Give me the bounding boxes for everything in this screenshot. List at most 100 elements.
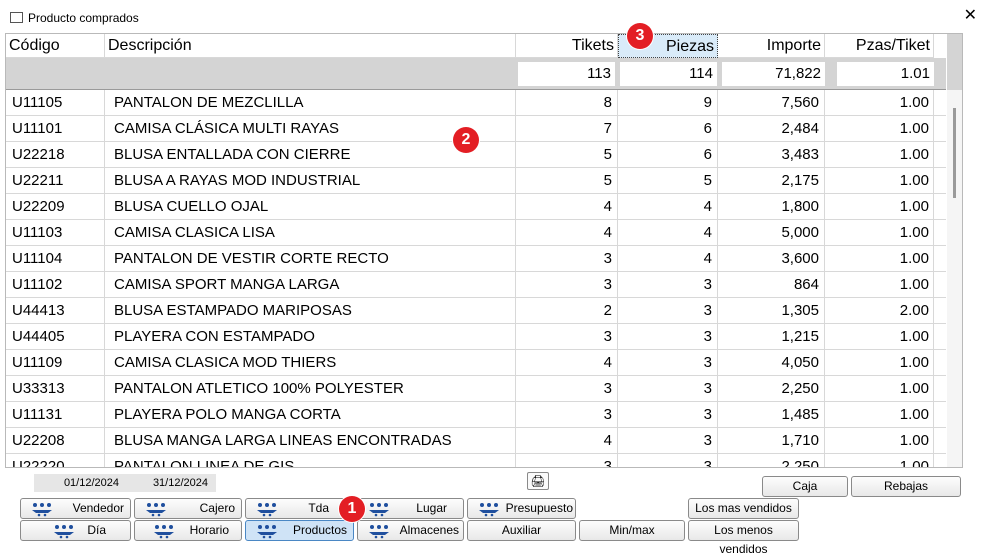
cell-codigo: U11109 [6, 350, 105, 376]
column-header-tikets[interactable]: Tikets [516, 34, 618, 58]
cell-pzas-tiket: 1.00 [825, 246, 934, 272]
close-icon[interactable]: ✕ [963, 7, 977, 24]
table-row[interactable]: U33313 PANTALON ATLETICO 100% POLYESTER 3 3… [6, 376, 946, 402]
cell-pzas-tiket: 1.00 [825, 116, 934, 142]
cell-codigo: U11103 [6, 220, 105, 246]
table-row[interactable]: U11109 CAMISA CLASICA MOD THIERS 4 3 4,050 1.… [6, 350, 946, 376]
cajero-button[interactable]: Cajero [134, 498, 242, 519]
minmax-button[interactable]: Min/max [579, 520, 685, 541]
cell-pzas-tiket: 1.00 [825, 454, 934, 467]
cell-descripcion: CAMISA CLÁSICA MULTI RAYAS [105, 116, 516, 142]
caja-button[interactable]: Caja [762, 476, 848, 497]
dia-button[interactable]: Día [20, 520, 131, 541]
table-row[interactable]: U22211 BLUSA A RAYAS MOD INDUSTRIAL 5 5 2,17… [6, 168, 946, 194]
table-row[interactable]: U11131 PLAYERA POLO MANGA CORTA 3 3 1,485 1.0… [6, 402, 946, 428]
column-header-codigo[interactable]: Código [6, 34, 105, 58]
cell-descripcion: CAMISA SPORT MANGA LARGA [105, 272, 516, 298]
total-pzas-tiket: 1.01 [837, 62, 934, 86]
products-grid: Código Descripción Tikets Piezas Importe… [5, 33, 963, 468]
filter-people-icon [53, 523, 75, 539]
date-from[interactable]: 01/12/2024 [34, 474, 127, 492]
cell-piezas: 3 [618, 272, 718, 298]
cell-descripcion: BLUSA MANGA LARGA LINEAS ENCONTRADAS [105, 428, 516, 454]
cell-tikets: 4 [516, 194, 618, 220]
cell-importe: 3,600 [718, 246, 825, 272]
cell-descripcion: BLUSA ENTALLADA CON CIERRE [105, 142, 516, 168]
menos-vendidos-button[interactable]: Los menos vendidos [688, 520, 799, 556]
vendedor-button[interactable]: Vendedor [20, 498, 131, 519]
cell-codigo: U33313 [6, 376, 105, 402]
vertical-scrollbar[interactable] [947, 90, 962, 467]
cell-importe: 1,800 [718, 194, 825, 220]
table-row[interactable]: U22218 BLUSA ENTALLADA CON CIERRE 5 6 3,483 1… [6, 142, 946, 168]
table-row[interactable]: U44405 PLAYERA CON ESTAMPADO 3 3 1,215 1.00 [6, 324, 946, 350]
presupuesto-button[interactable]: Presupuesto [467, 498, 576, 519]
table-row[interactable]: U22209 BLUSA CUELLO OJAL 4 4 1,800 1.00 [6, 194, 946, 220]
cell-piezas: 3 [618, 402, 718, 428]
table-row[interactable]: U11105 PANTALON DE MEZCLILLA 8 9 7,560 1.00 [6, 90, 946, 116]
cell-piezas: 3 [618, 428, 718, 454]
filter-people-icon [31, 501, 53, 517]
cell-codigo: U22211 [6, 168, 105, 194]
productos-button[interactable]: Productos [245, 520, 354, 541]
cell-pzas-tiket: 1.00 [825, 350, 934, 376]
table-row[interactable]: U11103 CAMISA CLASICA LISA 4 4 5,000 1.00 [6, 220, 946, 246]
scrollbar-header-area [947, 34, 962, 90]
cell-pzas-tiket: 1.00 [825, 402, 934, 428]
cell-tikets: 7 [516, 116, 618, 142]
callout-badge-2: 2 [453, 127, 479, 153]
column-header-descripcion[interactable]: Descripción [105, 34, 516, 58]
cell-piezas: 5 [618, 168, 718, 194]
tda-button[interactable]: Tda [245, 498, 354, 519]
column-header-importe[interactable]: Importe [718, 34, 825, 58]
cell-tikets: 4 [516, 428, 618, 454]
date-to[interactable]: 31/12/2024 [123, 474, 216, 492]
cell-tikets: 5 [516, 142, 618, 168]
cell-descripcion: CAMISA CLASICA MOD THIERS [105, 350, 516, 376]
cell-pzas-tiket: 1.00 [825, 220, 934, 246]
cell-tikets: 3 [516, 246, 618, 272]
table-row[interactable]: U22208 BLUSA MANGA LARGA LINEAS ENCONTRAD… [6, 428, 946, 454]
total-piezas: 114 [620, 62, 717, 86]
cell-importe: 5,000 [718, 220, 825, 246]
table-row[interactable]: U11104 PANTALON DE VESTIR CORTE RECTO 3 4 3,… [6, 246, 946, 272]
table-row[interactable]: U22220 PANTALON LINEA DE GIS 3 3 2,250 1.00 [6, 454, 946, 467]
cell-importe: 2,250 [718, 454, 825, 467]
rebajas-button[interactable]: Rebajas [851, 476, 961, 497]
cell-codigo: U11104 [6, 246, 105, 272]
cell-codigo: U11101 [6, 116, 105, 142]
cell-piezas: 3 [618, 350, 718, 376]
printer-icon[interactable]: 🖨 [527, 472, 549, 490]
cell-codigo: U22208 [6, 428, 105, 454]
scrollbar-thumb[interactable] [953, 108, 956, 198]
cell-piezas: 3 [618, 454, 718, 467]
cell-descripcion: BLUSA ESTAMPADO MARIPOSAS [105, 298, 516, 324]
total-importe: 71,822 [722, 62, 825, 86]
table-row[interactable]: U11102 CAMISA SPORT MANGA LARGA 3 3 864 1.00 [6, 272, 946, 298]
auxiliar-button[interactable]: Auxiliar [467, 520, 576, 541]
cell-codigo: U11102 [6, 272, 105, 298]
cell-pzas-tiket: 2.00 [825, 298, 934, 324]
cell-pzas-tiket: 1.00 [825, 272, 934, 298]
cell-piezas: 3 [618, 376, 718, 402]
cell-importe: 3,483 [718, 142, 825, 168]
window-title: Producto comprados [28, 11, 139, 25]
column-header-pzas-tiket[interactable]: Pzas/Tiket [825, 34, 934, 58]
lugar-button[interactable]: Lugar [357, 498, 464, 519]
cell-importe: 7,560 [718, 90, 825, 116]
table-row[interactable]: U44413 BLUSA ESTAMPADO MARIPOSAS 2 3 1,305 2.… [6, 298, 946, 324]
almacenes-button[interactable]: Almacenes [357, 520, 464, 541]
cell-importe: 1,215 [718, 324, 825, 350]
cell-tikets: 2 [516, 298, 618, 324]
cell-piezas: 4 [618, 220, 718, 246]
cell-tikets: 3 [516, 376, 618, 402]
cell-descripcion: PANTALON ATLETICO 100% POLYESTER [105, 376, 516, 402]
cell-codigo: U44413 [6, 298, 105, 324]
cell-tikets: 8 [516, 90, 618, 116]
cell-codigo: U44405 [6, 324, 105, 350]
filter-people-icon [256, 501, 278, 517]
mas-vendidos-button[interactable]: Los mas vendidos [688, 498, 799, 519]
filter-people-icon [478, 501, 500, 517]
cell-piezas: 4 [618, 246, 718, 272]
horario-button[interactable]: Horario [134, 520, 242, 541]
